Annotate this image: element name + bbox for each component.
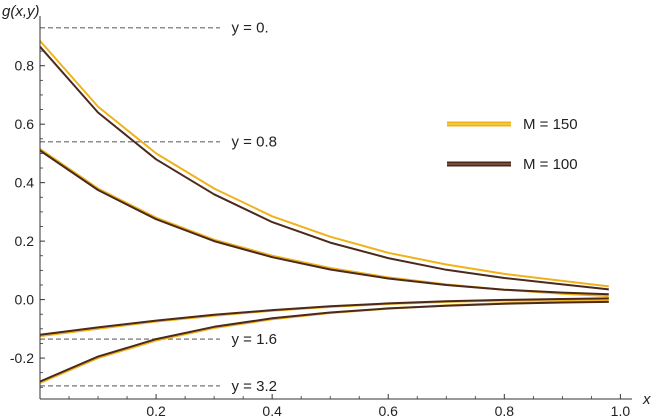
x-tick-label: 0.2 <box>146 403 166 419</box>
y-tick-label: 0.2 <box>15 233 35 249</box>
series-line <box>39 46 609 291</box>
y-axis-label: g(x,y) <box>2 3 40 20</box>
x-tick-label: 0.8 <box>495 403 515 419</box>
series-line <box>39 149 609 296</box>
y-tick-label: -0.2 <box>10 350 34 366</box>
reference-label: y = 3.2 <box>232 378 277 395</box>
x-tick-label: 1.0 <box>611 403 631 419</box>
ticks: 0.2 0.4 0.6 0.8 1.0 -0.2 0.0 0.2 0.4 0.6 0.8 <box>10 50 631 419</box>
series-line <box>39 297 609 336</box>
reference-lines: y = 0. y = 0.8 y = 1.6 y = 3.2 <box>40 20 277 395</box>
y-tick-label: 0.8 <box>15 58 35 74</box>
reference-label: y = 1.6 <box>232 331 277 348</box>
y-tick-label: 0.6 <box>15 116 35 132</box>
reference-label: y = 0. <box>232 20 269 37</box>
legend-label: M = 100 <box>523 156 578 173</box>
legend-label: M = 150 <box>523 116 578 133</box>
y-tick-label: 0.4 <box>15 175 35 191</box>
x-tick-label: 0.6 <box>379 403 399 419</box>
reference-label: y = 0.8 <box>232 134 277 151</box>
series-line <box>39 40 609 288</box>
series-layer <box>39 40 609 384</box>
y-tick-label: 0.0 <box>15 292 35 308</box>
series-line <box>39 300 609 383</box>
series-line <box>39 297 609 338</box>
x-axis-label: x <box>642 391 651 408</box>
legend: M = 150 M = 100 <box>447 116 578 173</box>
axes <box>39 16 632 400</box>
x-tick-label: 0.4 <box>262 403 282 419</box>
